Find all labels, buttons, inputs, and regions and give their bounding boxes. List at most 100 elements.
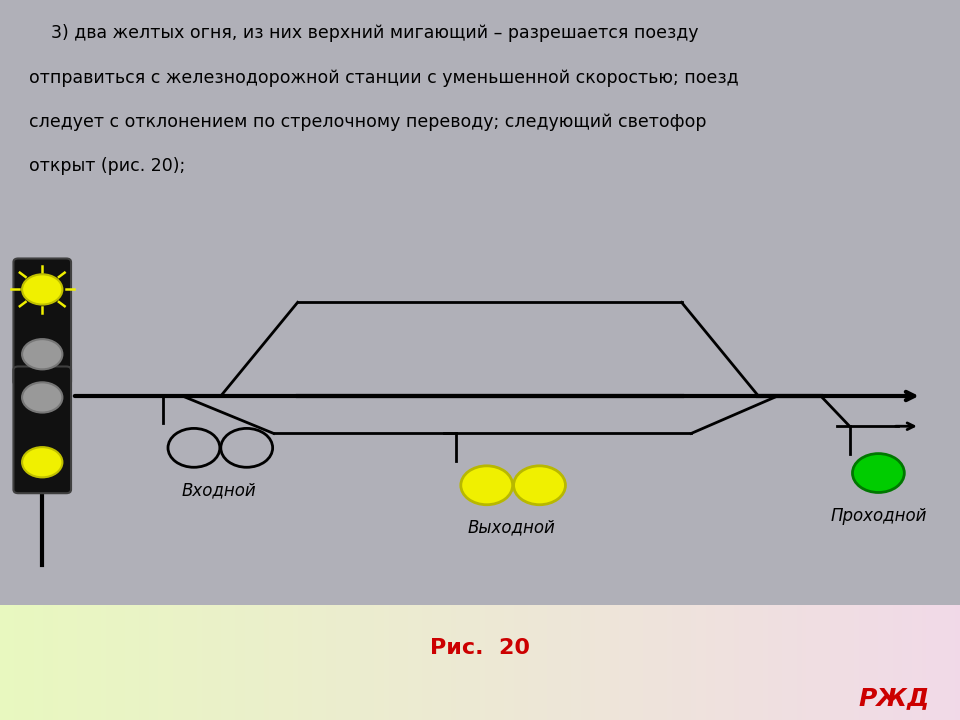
Bar	[653, 605, 658, 720]
Bar	[144, 605, 149, 720]
Bar	[182, 605, 187, 720]
Bar	[235, 605, 240, 720]
Bar	[307, 605, 312, 720]
Bar	[586, 605, 590, 720]
Bar	[936, 605, 941, 720]
Bar	[523, 605, 528, 720]
Circle shape	[514, 466, 565, 505]
Bar	[475, 605, 480, 720]
Bar	[91, 605, 96, 720]
Bar	[672, 605, 677, 720]
Text: Рис.  20: Рис. 20	[430, 638, 530, 658]
Bar	[408, 605, 413, 720]
Bar	[893, 605, 898, 720]
Bar	[706, 605, 710, 720]
Bar	[754, 605, 758, 720]
Bar	[379, 605, 384, 720]
Bar	[773, 605, 778, 720]
FancyBboxPatch shape	[13, 366, 71, 493]
Bar	[418, 605, 422, 720]
Bar	[528, 605, 533, 720]
Bar	[610, 605, 614, 720]
Bar	[216, 605, 221, 720]
Bar	[293, 605, 298, 720]
Bar	[206, 605, 211, 720]
Bar	[72, 605, 77, 720]
Bar	[850, 605, 854, 720]
Bar	[106, 605, 110, 720]
Bar	[355, 605, 360, 720]
Bar	[149, 605, 154, 720]
Bar	[154, 605, 158, 720]
Bar	[67, 605, 72, 720]
Bar	[346, 605, 350, 720]
Bar	[691, 605, 696, 720]
Bar	[480, 605, 485, 720]
Bar	[643, 605, 648, 720]
Bar	[634, 605, 638, 720]
Bar	[614, 605, 619, 720]
Bar	[446, 605, 451, 720]
Bar	[494, 605, 499, 720]
FancyBboxPatch shape	[13, 258, 71, 385]
Bar	[398, 605, 403, 720]
Bar	[864, 605, 869, 720]
Bar	[461, 605, 466, 720]
Bar	[466, 605, 470, 720]
Bar	[485, 605, 490, 720]
Bar	[715, 605, 720, 720]
Bar	[802, 605, 806, 720]
Text: Проходной: Проходной	[830, 507, 926, 525]
Bar	[442, 605, 446, 720]
Bar	[518, 605, 523, 720]
Bar	[648, 605, 653, 720]
Bar	[538, 605, 542, 720]
Bar	[173, 605, 178, 720]
Bar	[96, 605, 101, 720]
Bar	[326, 605, 331, 720]
Bar	[581, 605, 586, 720]
Bar	[686, 605, 691, 720]
Text: РЖД: РЖД	[859, 686, 930, 710]
Bar	[312, 605, 317, 720]
Bar	[638, 605, 643, 720]
Bar	[394, 605, 398, 720]
Bar	[350, 605, 355, 720]
Bar	[883, 605, 888, 720]
Bar	[758, 605, 763, 720]
Bar	[845, 605, 850, 720]
Bar	[955, 605, 960, 720]
Bar	[950, 605, 955, 720]
Bar	[384, 605, 389, 720]
Bar	[5, 605, 10, 720]
Text: 3) два желтых огня, из них верхний мигающий – разрешается поезду: 3) два желтых огня, из них верхний мигаю…	[29, 24, 698, 42]
Bar	[101, 605, 106, 720]
Bar	[202, 605, 206, 720]
Text: Входной: Входной	[181, 481, 256, 499]
Bar	[302, 605, 307, 720]
Bar	[158, 605, 163, 720]
Bar	[710, 605, 715, 720]
Text: открыт (рис. 20);: открыт (рис. 20);	[29, 157, 185, 175]
Bar	[77, 605, 82, 720]
Bar	[34, 605, 38, 720]
Bar	[922, 605, 926, 720]
Bar	[912, 605, 917, 720]
Bar	[437, 605, 442, 720]
Bar	[629, 605, 634, 720]
Bar	[667, 605, 672, 720]
Bar	[120, 605, 125, 720]
Bar	[427, 605, 432, 720]
Bar	[835, 605, 840, 720]
Bar	[682, 605, 686, 720]
Bar	[422, 605, 427, 720]
Bar	[792, 605, 797, 720]
Circle shape	[461, 466, 513, 505]
Bar	[662, 605, 667, 720]
Bar	[178, 605, 182, 720]
Bar	[389, 605, 394, 720]
Bar	[254, 605, 259, 720]
Circle shape	[22, 339, 62, 369]
Bar	[245, 605, 250, 720]
Bar	[821, 605, 826, 720]
